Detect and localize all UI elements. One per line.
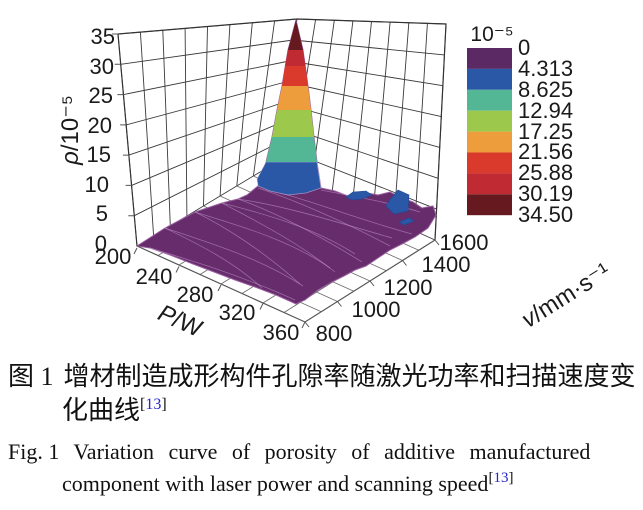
secondary-blue-bumps — [345, 189, 415, 226]
x-tick-360: 360 — [263, 320, 300, 345]
reference-13-zh: [13] — [140, 396, 167, 413]
figure-number-zh: 图 1 — [8, 362, 54, 391]
colorbar-labels: 0 4.313 8.625 12.94 17.25 21.56 25.88 30… — [518, 35, 573, 227]
colorbar-band-5 — [467, 152, 512, 174]
caption-zh-text2: 化曲线 — [62, 396, 141, 425]
y-tick-800: 800 — [316, 321, 353, 346]
axis-tick-marks — [112, 33, 440, 329]
y-axis-title: v/mm·s⁻¹ — [517, 258, 615, 334]
spike-band-red — [282, 66, 308, 86]
colorbar-label-1: 4.313 — [518, 56, 573, 81]
colorbar-label-2: 8.625 — [518, 77, 573, 102]
spike-band-teal — [266, 137, 317, 162]
colorbar-band-2 — [467, 89, 512, 111]
colorbar-band-3 — [467, 110, 512, 132]
colorbar-band-0 — [467, 48, 512, 69]
z-tick-30: 30 — [90, 54, 114, 79]
x-tick-280: 280 — [177, 282, 214, 307]
z-tick-0: 0 — [95, 231, 107, 256]
caption-en-text1: Variation curve of porosity of additive … — [73, 439, 591, 464]
z-tick-5: 5 — [96, 201, 108, 226]
caption-en-text2: component with laser power and scanning … — [62, 471, 489, 496]
caption-en-line2: component with laser power and scanning … — [62, 468, 638, 503]
z-axis-ticks: 0 5 10 15 20 25 30 35 — [85, 24, 115, 256]
colorbar: 10⁻⁵ 0 4.313 8.625 12.94 17.25 21.56 25.… — [467, 23, 573, 227]
blue-bump-3 — [398, 217, 415, 226]
z-tick-35: 35 — [91, 24, 115, 49]
colorbar-band-4 — [467, 131, 512, 153]
z-tick-25: 25 — [89, 83, 113, 108]
spike-band-darkred-tip — [288, 20, 303, 50]
y-tick-1000: 1000 — [352, 297, 401, 322]
axis-lines — [112, 33, 440, 329]
x-axis-ticks: 200 240 280 320 360 — [95, 244, 300, 345]
colorbar-label-4: 17.25 — [518, 119, 573, 144]
surface-3d-plot: 0 5 10 15 20 25 30 35 200 240 280 320 36… — [57, 18, 615, 346]
figure-number-en: Fig. 1 — [8, 439, 60, 464]
spike-band-crimson — [285, 50, 306, 66]
z-tick-15: 15 — [87, 142, 111, 167]
box-outline — [117, 18, 447, 247]
surface-mesh — [149, 187, 421, 301]
y-axis-ticks: 800 1000 1200 1400 1600 — [316, 230, 489, 346]
spike-band-orange — [277, 86, 311, 110]
colorbar-band-1 — [467, 68, 512, 90]
colorbar-label-0: 0 — [518, 35, 530, 60]
blue-bump-2 — [385, 189, 410, 215]
caption-zh-text1: 增材制造成形构件孔隙率随激光功率和扫描速度变 — [63, 362, 636, 391]
caption-zh-line2: 化曲线[13] — [62, 394, 638, 432]
z-axis-title: ρ/10⁻⁵ — [57, 95, 84, 166]
colorbar-band-6 — [467, 173, 512, 195]
caption-english: Fig. 1 Variation curve of porosity of add… — [8, 436, 638, 503]
x-tick-320: 320 — [219, 300, 256, 325]
colorbar-title: 10⁻⁵ — [470, 23, 513, 46]
colorbar-label-6: 25.88 — [518, 160, 573, 185]
x-tick-200: 200 — [95, 244, 132, 269]
colorbar-label-8: 34.50 — [518, 202, 573, 227]
colorbar-band-7 — [467, 194, 512, 216]
colorbar-label-5: 21.56 — [518, 139, 573, 164]
spike-band-green — [272, 110, 314, 137]
y-tick-1600: 1600 — [440, 230, 489, 255]
caption-chinese: 图 1 增材制造成形构件孔隙率随激光功率和扫描速度变 化曲线[13] — [8, 360, 638, 432]
colorbar-label-7: 30.19 — [518, 181, 573, 206]
y-tick-1400: 1400 — [422, 252, 471, 277]
peak-spike-bands — [256, 20, 322, 196]
colorbar-label-3: 12.94 — [518, 98, 573, 123]
blue-bump-1 — [345, 190, 373, 201]
caption-zh-line1: 图 1 增材制造成形构件孔隙率随激光功率和扫描速度变 — [8, 360, 638, 394]
caption-en-line1: Fig. 1 Variation curve of porosity of add… — [8, 436, 638, 468]
left-wall — [118, 19, 297, 246]
y-tick-1200: 1200 — [384, 275, 433, 300]
z-tick-10: 10 — [85, 172, 109, 197]
reference-13-en: [13] — [488, 470, 514, 486]
spike-band-blue — [256, 161, 322, 196]
z-tick-20: 20 — [88, 113, 112, 138]
x-tick-240: 240 — [136, 264, 173, 289]
